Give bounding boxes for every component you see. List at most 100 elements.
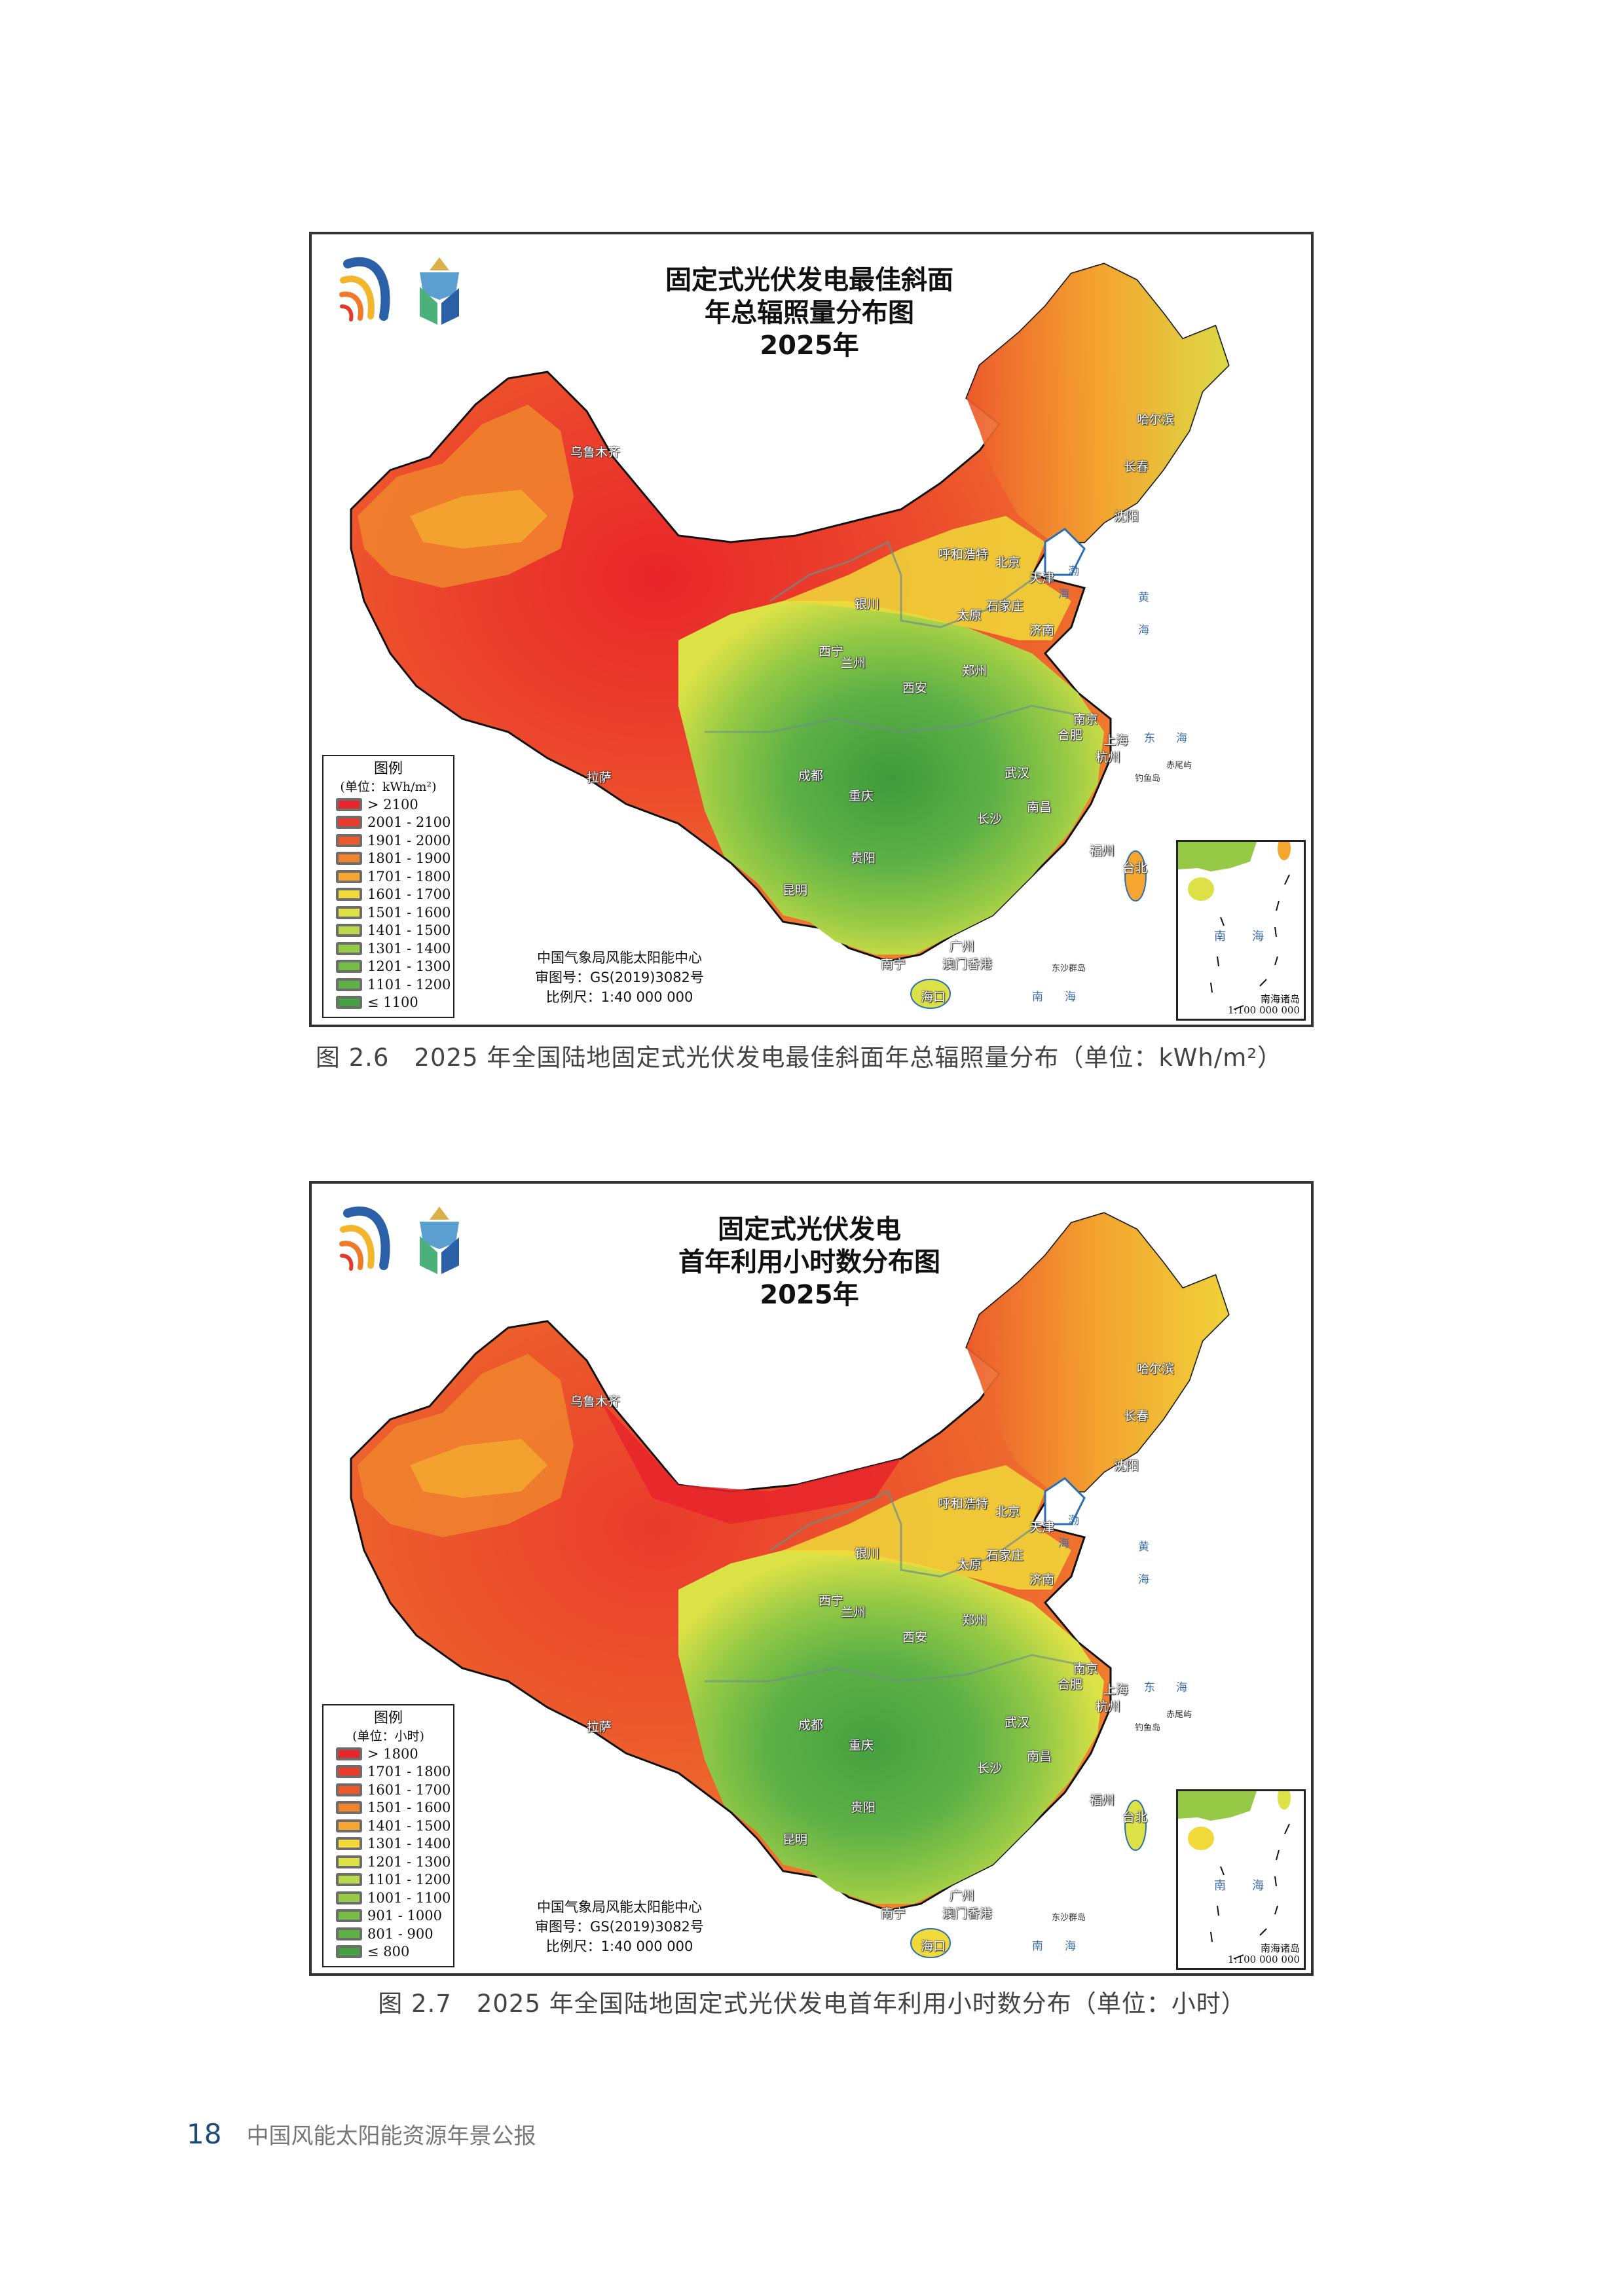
legend-swatch — [336, 797, 362, 811]
china-irradiance-map — [350, 263, 1230, 1009]
island-label: 钓鱼岛 — [1135, 774, 1161, 784]
legend-label: 901 - 1000 — [367, 1908, 442, 1924]
island-label: 赤尾屿 — [1166, 1710, 1192, 1720]
city-label: 合肥 — [1058, 1677, 1083, 1692]
city-label: 杭州 — [1096, 750, 1121, 765]
city-label: 海口 — [921, 1939, 946, 1954]
legend-label: 1701 - 1800 — [367, 1764, 451, 1780]
legend-label: 801 - 900 — [367, 1925, 434, 1942]
legend-item: > 2100 — [323, 795, 453, 814]
city-label: 太原 — [957, 1558, 982, 1572]
city-label: 西宁 — [819, 644, 844, 659]
legend-swatch — [336, 888, 362, 902]
city-label: 石家庄 — [986, 599, 1024, 613]
legend-item: 1101 - 1200 — [323, 1871, 453, 1889]
city-label: 长春 — [1124, 460, 1149, 474]
legend-item: 1001 - 1100 — [323, 1889, 453, 1907]
city-label: 武汉 — [1005, 766, 1030, 780]
legend-label: 1501 - 1600 — [367, 1800, 451, 1816]
legend-swatch — [336, 1747, 362, 1760]
south-china-sea-inset: 南海 南海诸岛 1:100 000 000 — [1176, 840, 1306, 1021]
inset-sea-label: 南海 — [1214, 1879, 1290, 1893]
legend-label: 1201 - 1300 — [367, 1853, 451, 1870]
legend-swatch — [336, 833, 362, 847]
inset-scale: 1:100 000 000 — [1227, 1954, 1300, 1965]
publication-title: 中国风能太阳能资源年景公报 — [246, 2123, 536, 2149]
inset-map — [1178, 1791, 1291, 1959]
legend-swatch — [336, 905, 362, 919]
figure-caption: 图 2.6 2025 年全国陆地固定式光伏发电最佳斜面年总辐照量分布（单位：kW… — [315, 1044, 1283, 1072]
legend-label: ≤ 1100 — [367, 994, 418, 1011]
sea-label: 海 — [1176, 1681, 1187, 1694]
legend-item: 1901 - 2000 — [323, 831, 453, 850]
island-label: 钓鱼岛 — [1135, 1723, 1161, 1733]
inset-sea-label: 南海 — [1214, 930, 1290, 943]
legend-label: 1901 - 2000 — [367, 832, 451, 848]
city-label: 长春 — [1124, 1409, 1149, 1423]
legend-label: 1401 - 1500 — [367, 1817, 451, 1834]
city-label: 南昌 — [1027, 800, 1052, 814]
legend-label: 1301 - 1400 — [367, 940, 451, 957]
city-label: 呼和浩特 — [938, 1497, 989, 1511]
sea-label: 海 — [1058, 588, 1069, 601]
legend-label: 2001 - 2100 — [367, 814, 451, 831]
page-number: 18 — [187, 2118, 222, 2150]
city-label: 石家庄 — [986, 1548, 1024, 1563]
city-label: 南京 — [1073, 712, 1099, 727]
legend-item: ≤ 1100 — [323, 994, 453, 1012]
legend-item: 1201 - 1300 — [323, 958, 453, 976]
cma-wind-solar-logo — [338, 1203, 489, 1275]
city-label: 郑州 — [962, 1613, 987, 1628]
map-figure-irradiance: 固定式光伏发电最佳斜面 年总辐照量分布图 2025年 乌鲁木齐 哈尔滨 长春 沈… — [309, 232, 1314, 1027]
map-title: 固定式光伏发电最佳斜面 年总辐照量分布图 2025年 — [600, 264, 1019, 362]
city-label: 成都 — [798, 769, 824, 783]
city-label: 太原 — [957, 608, 982, 623]
legend-item: 1701 - 1800 — [323, 1763, 453, 1781]
island-label: 东沙群岛 — [1052, 1913, 1086, 1923]
city-label: 拉萨 — [587, 771, 612, 785]
legend-item: 1501 - 1600 — [323, 1799, 453, 1817]
cma-wind-solar-logo — [338, 254, 489, 326]
legend-swatch — [336, 960, 362, 974]
legend-swatch — [336, 941, 362, 955]
city-label: 济南 — [1029, 1573, 1055, 1587]
legend-label: 1101 - 1200 — [367, 1872, 451, 1888]
inset-scale: 1:100 000 000 — [1227, 1004, 1300, 1016]
city-label: 济南 — [1029, 623, 1055, 638]
city-label: 兰州 — [841, 1605, 866, 1620]
inset-title: 南海诸岛 — [1260, 993, 1300, 1005]
city-label: 合肥 — [1058, 728, 1083, 742]
legend-swatch — [336, 1801, 362, 1815]
legend-label: 1301 - 1400 — [367, 1836, 451, 1852]
sea-label: 东 — [1144, 1681, 1155, 1694]
credit-org: 中国气象局风能太阳能中心 — [537, 1899, 702, 1915]
legend-swatch — [336, 869, 362, 883]
legend-swatch — [336, 996, 362, 1010]
city-label: 澳门香港 — [942, 1906, 993, 1921]
city-label: 天津 — [1029, 1520, 1055, 1535]
legend-label: 1201 - 1300 — [367, 958, 451, 975]
city-label: 呼和浩特 — [938, 547, 989, 562]
city-label: 长沙 — [977, 812, 1003, 826]
credit-scale: 比例尺：1:40 000 000 — [545, 989, 693, 1005]
legend-swatch — [336, 1909, 362, 1923]
city-label: 上海 — [1103, 1683, 1129, 1697]
city-label: 成都 — [798, 1718, 824, 1732]
city-label: 台北 — [1122, 861, 1148, 875]
title-line-2: 首年利用小时数分布图 — [678, 1247, 940, 1277]
city-label: 昆明 — [783, 1832, 808, 1847]
city-label: 南宁 — [881, 957, 906, 972]
legend-label: 1001 - 1100 — [367, 1889, 451, 1906]
legend-item: ≤ 800 — [323, 1943, 453, 1961]
legend-item: 1801 - 1900 — [323, 850, 453, 868]
city-label: 澳门香港 — [942, 957, 993, 972]
city-label: 银川 — [855, 597, 880, 611]
south-china-sea-inset: 南海 南海诸岛 1:100 000 000 — [1176, 1789, 1306, 1970]
sea-label: 黄 — [1138, 591, 1149, 604]
title-line-year: 2025年 — [760, 1280, 859, 1310]
legend-swatch — [336, 1765, 362, 1779]
logo-wave-icon — [343, 257, 390, 321]
legend-title: 图例 — [373, 761, 403, 777]
china-utilization-hours-map — [350, 1212, 1230, 1958]
sea-label: 东 — [1144, 732, 1155, 745]
